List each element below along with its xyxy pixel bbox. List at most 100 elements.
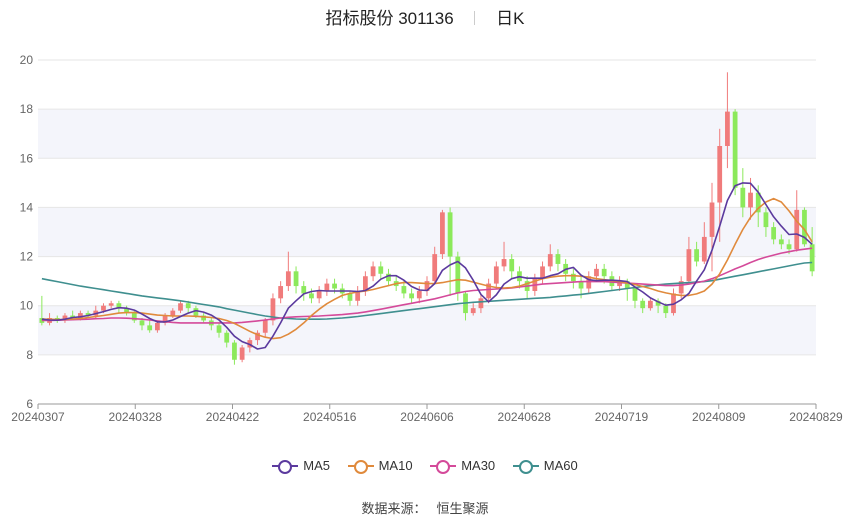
candle-down — [755, 192, 761, 213]
candle-up — [101, 305, 106, 311]
candle-down — [85, 313, 91, 316]
candle-down — [809, 244, 815, 272]
candle-up — [362, 276, 368, 291]
candle-up — [440, 212, 445, 255]
candle-up — [501, 259, 507, 267]
x-tick-label: 20240719 — [595, 410, 649, 424]
candle-down — [786, 244, 792, 250]
candle-down — [655, 300, 661, 306]
data-source-name: 恒生聚源 — [436, 501, 489, 516]
candle-down — [740, 187, 746, 208]
legend-item-ma5[interactable]: MA5 — [272, 458, 330, 474]
candle-down — [293, 271, 299, 287]
legend-item-ma10[interactable]: MA10 — [347, 458, 413, 474]
legend-marker-ma10 — [347, 459, 374, 474]
candle-down — [378, 266, 384, 274]
candle-up — [594, 268, 599, 277]
candle-down — [802, 209, 807, 245]
x-tick-label: 20240422 — [206, 410, 260, 424]
candle-up — [701, 236, 707, 262]
legend-marker-ma60 — [512, 459, 539, 474]
candle-up — [717, 146, 723, 203]
candle-up — [170, 310, 176, 316]
candle-up — [493, 266, 499, 284]
candle-up — [671, 293, 676, 314]
candle-up — [62, 315, 68, 321]
y-tick-label: 6 — [26, 397, 33, 411]
line-ma10 — [41, 197, 813, 340]
chart-title: 招标股份 301136 日K — [0, 4, 850, 29]
candle-up — [108, 303, 114, 306]
candle-up — [647, 300, 653, 309]
candle-down — [555, 254, 561, 264]
chart-legend: MA5 MA10 MA30 MA60 — [0, 458, 850, 475]
legend-label-ma60: MA60 — [543, 458, 578, 473]
candle-down — [139, 320, 145, 326]
candle-down — [224, 332, 230, 343]
data-source-label: 数据来源： — [361, 501, 427, 516]
y-tick-label: 10 — [20, 299, 34, 313]
candle-up — [486, 283, 492, 299]
data-source: 数据来源： 恒生聚源 — [0, 498, 850, 517]
line-ma5 — [41, 182, 813, 350]
legend-label-ma5: MA5 — [303, 458, 330, 473]
candle-up — [162, 315, 168, 323]
candle-down — [778, 239, 784, 245]
candle-up — [155, 322, 160, 331]
candle-down — [578, 281, 584, 289]
candle-down — [301, 286, 307, 294]
y-tick-label: 18 — [20, 102, 34, 116]
candle-up — [178, 303, 183, 311]
x-tick-label: 20240328 — [109, 410, 163, 424]
y-tick-label: 8 — [26, 348, 33, 362]
candle-up — [239, 347, 245, 360]
candle-down — [509, 259, 515, 272]
candle-down — [570, 273, 576, 282]
chart-title-period: 日K — [496, 9, 525, 28]
candle-up — [316, 290, 322, 299]
line-ma60 — [41, 261, 813, 321]
candle-down — [193, 308, 199, 316]
candle-up — [478, 298, 484, 309]
candle-down — [201, 315, 207, 321]
candle-down — [401, 286, 407, 294]
candle-down — [347, 293, 353, 301]
y-tick-label: 20 — [20, 53, 34, 67]
candle-up — [470, 308, 476, 314]
candle-down — [131, 313, 137, 321]
candle-up — [686, 249, 692, 282]
candle-up — [77, 313, 83, 318]
y-tick-label: 16 — [20, 151, 34, 165]
x-tick-label: 20240809 — [692, 410, 746, 424]
legend-item-ma30[interactable]: MA30 — [430, 458, 495, 474]
legend-marker-ma30 — [430, 459, 457, 474]
candle-up — [725, 111, 730, 146]
candle-down — [332, 283, 337, 289]
x-tick-label: 20240307 — [11, 410, 65, 424]
candle-up — [547, 254, 553, 267]
x-tick-label: 20240606 — [400, 410, 454, 424]
candle-down — [124, 308, 129, 314]
legend-label-ma10: MA10 — [378, 458, 413, 473]
candle-down — [763, 212, 769, 228]
x-tick-label: 20240628 — [498, 410, 552, 424]
legend-item-ma60[interactable]: MA60 — [512, 458, 578, 474]
candle-up — [255, 332, 260, 341]
x-tick-label: 20240516 — [303, 410, 357, 424]
candle-down — [663, 305, 669, 314]
candle-down — [694, 249, 699, 262]
candle-down — [624, 281, 630, 289]
candle-up — [278, 286, 284, 299]
plot-band — [38, 109, 816, 159]
candle-up — [540, 266, 545, 279]
candle-down — [309, 293, 314, 299]
candle-down — [147, 325, 153, 331]
candle-up — [324, 283, 330, 291]
candle-down — [447, 212, 453, 257]
candle-down — [409, 293, 414, 299]
candle-up — [748, 192, 753, 208]
candle-up — [285, 271, 291, 287]
candle-up — [370, 266, 376, 277]
title-divider — [474, 11, 476, 25]
candle-up — [424, 281, 430, 291]
